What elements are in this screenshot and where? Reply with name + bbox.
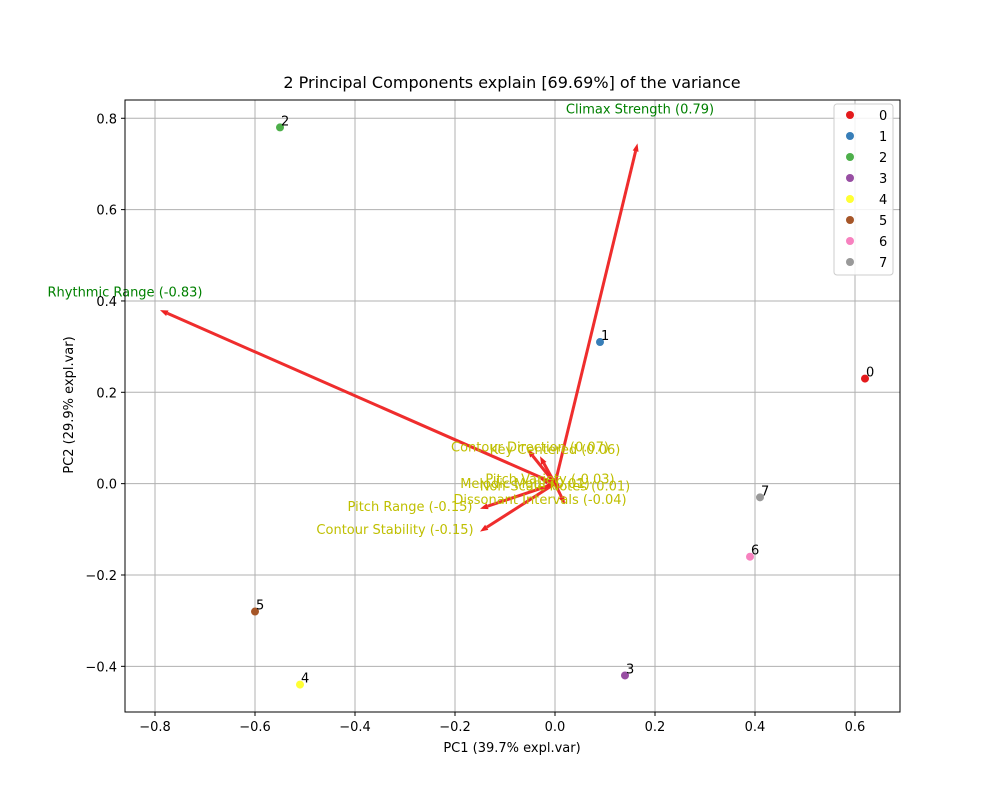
x-tick-label: 0.6 — [845, 720, 866, 735]
loading-arrow-head — [160, 310, 169, 317]
sample-point-label: 6 — [751, 544, 759, 559]
loading-label: Non-Scale Notes (0.01) — [480, 479, 630, 494]
loading-label: Pitch Variety (-0.03) — [485, 473, 614, 488]
loading-arrow-shaft — [487, 482, 556, 508]
loading-label: Contour Stability (-0.15) — [316, 523, 473, 538]
plot-frame — [124, 99, 901, 713]
y-tick-label: 0.8 — [96, 112, 117, 127]
loading-arrow-shaft — [553, 482, 563, 498]
x-axis-label: PC1 (39.7% expl.var) — [443, 741, 580, 756]
loading-label: Contour Direction (0.07) — [451, 441, 609, 456]
sample-point — [276, 123, 284, 132]
loading-label: Melodic Motif (0.01) — [460, 477, 590, 492]
sample-point — [861, 374, 869, 383]
loading-labels: Climax Strength (0.79)Rhythmic Range (-0… — [48, 103, 715, 538]
loading-arrow-shaft — [553, 150, 638, 484]
sample-point-label: 7 — [761, 484, 769, 499]
legend-label: 6 — [879, 235, 887, 250]
legend-label: 2 — [879, 151, 887, 166]
sample-point-label: 2 — [281, 114, 289, 129]
legend-label: 1 — [879, 130, 887, 145]
legend-marker — [846, 132, 854, 140]
sample-point — [296, 680, 304, 689]
legend-box — [833, 103, 894, 276]
sample-point-label: 1 — [601, 329, 609, 344]
legend-marker — [846, 174, 854, 182]
legend-marker — [846, 216, 854, 224]
loading-arrow-head — [632, 143, 639, 152]
x-tick-label: 0.4 — [745, 720, 766, 735]
chart-title: 2 Principal Components explain [69.69%] … — [283, 73, 740, 92]
y-tick-label: −0.2 — [85, 569, 117, 584]
loading-label: Key Centered (0.06) — [490, 443, 621, 458]
y-tick-label: 0.2 — [96, 386, 117, 401]
legend-label: 7 — [879, 256, 887, 271]
legend-marker — [846, 195, 854, 203]
x-tick-label: 0.2 — [645, 720, 666, 735]
loading-label: Pitch Range (-0.15) — [348, 500, 473, 515]
loading-arrow-head — [540, 478, 549, 485]
x-tick-label: 0.0 — [545, 720, 566, 735]
x-tick-label: −0.6 — [239, 720, 271, 735]
loading-arrow-shaft — [542, 462, 557, 485]
x-tick-label: −0.2 — [439, 720, 471, 735]
axis-ticks: −0.8 −0.6 −0.4 −0.2 0.0 0.2 0.4 0.6 −0.4 −0.2 0.0 0… — [85, 112, 865, 735]
loading-label: Climax Strength (0.79) — [566, 103, 714, 118]
y-tick-label: 0.0 — [96, 478, 117, 493]
legend: 0 1 2 3 4 5 6 7 — [833, 103, 894, 276]
loading-arrow-shaft — [166, 311, 556, 486]
sample-point-label: 3 — [626, 662, 634, 677]
loading-arrow-head — [480, 524, 489, 532]
sample-point — [596, 338, 604, 347]
sample-point — [746, 552, 754, 561]
loading-arrow-head — [480, 503, 489, 510]
sample-point-label: 4 — [301, 672, 309, 687]
loading-arrow-shaft — [485, 482, 556, 529]
loading-arrow-head — [540, 456, 547, 465]
y-tick-label: −0.4 — [85, 660, 117, 675]
legend-label: 5 — [879, 214, 887, 229]
loading-arrow-head — [558, 495, 565, 505]
x-tick-label: −0.8 — [139, 720, 171, 735]
legend-marker — [846, 153, 854, 161]
legend-label: 4 — [879, 193, 887, 208]
y-tick-label: 0.4 — [96, 295, 117, 310]
sample-point — [251, 607, 259, 616]
legend-label: 3 — [879, 172, 887, 187]
legend-marker — [846, 237, 854, 245]
y-axis-label: PC2 (29.9% expl.var) — [62, 336, 77, 473]
loading-label: Dissonant Intervals (-0.04) — [453, 493, 626, 508]
loading-arrows — [160, 143, 639, 532]
legend-marker — [846, 258, 854, 266]
y-tick-label: 0.6 — [96, 204, 117, 219]
sample-point-label: 0 — [866, 366, 874, 381]
x-tick-label: −0.4 — [339, 720, 371, 735]
loading-arrow-head — [527, 449, 535, 458]
sample-points: 0 1 2 3 4 5 6 7 — [251, 114, 874, 689]
legend-marker — [846, 111, 854, 119]
sample-point — [756, 493, 764, 502]
legend-label: 0 — [879, 109, 887, 124]
sample-point-label: 5 — [256, 599, 264, 614]
sample-point — [621, 671, 629, 680]
